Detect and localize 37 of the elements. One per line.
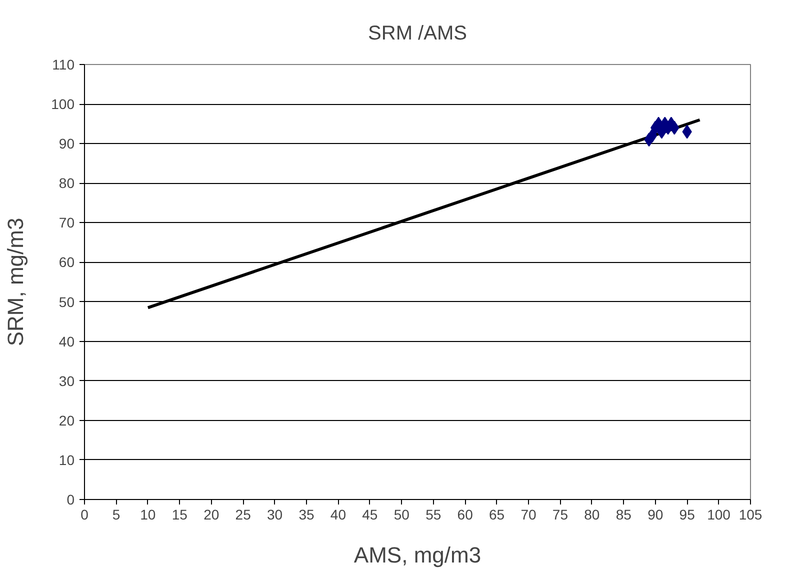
chart-title: SRM /AMS [368, 22, 467, 44]
y-tick-label: 20 [58, 412, 75, 428]
x-tick-label: 0 [80, 506, 89, 522]
x-axis-title: AMS, mg/m3 [354, 542, 482, 568]
x-tick-label: 95 [679, 506, 696, 522]
x-tick-label: 70 [520, 506, 536, 522]
x-tick-label: 45 [362, 506, 378, 522]
x-tick-label: 50 [394, 506, 410, 522]
x-tick-label: 40 [330, 506, 346, 522]
y-tick-label: 90 [58, 136, 75, 152]
x-tick-label: 100 [707, 506, 731, 522]
y-tick-label: 0 [66, 492, 75, 508]
x-tick-label: 30 [267, 506, 283, 522]
y-tick-label: 50 [58, 294, 75, 310]
x-tick-label: 105 [738, 506, 762, 522]
x-tick-label: 80 [584, 506, 600, 522]
x-tick-label: 25 [235, 506, 252, 522]
y-tick-label: 40 [58, 333, 75, 350]
y-tick-label: 100 [51, 96, 75, 112]
x-tick-label: 75 [552, 506, 568, 522]
y-tick-label: 70 [58, 214, 75, 231]
x-tick-label: 10 [140, 506, 156, 522]
x-tick-label: 65 [489, 506, 505, 522]
y-axis-title: SRM, mg/m3 [3, 218, 28, 346]
x-tick-label: 5 [112, 506, 120, 522]
y-tick-label: 110 [52, 56, 75, 72]
x-tick-label: 20 [204, 506, 220, 522]
x-tick-label: 85 [616, 506, 632, 522]
x-tick-label: 35 [298, 506, 314, 522]
x-tick-label: 90 [648, 506, 664, 522]
x-tick-label: 15 [172, 506, 188, 522]
y-tick-label: 80 [58, 175, 75, 192]
x-tick-label: 55 [426, 506, 442, 522]
x-tick-label: 60 [457, 506, 474, 522]
y-tick-label: 30 [58, 372, 75, 389]
y-tick-label: 10 [58, 452, 75, 468]
y-tick-label: 60 [58, 254, 75, 270]
